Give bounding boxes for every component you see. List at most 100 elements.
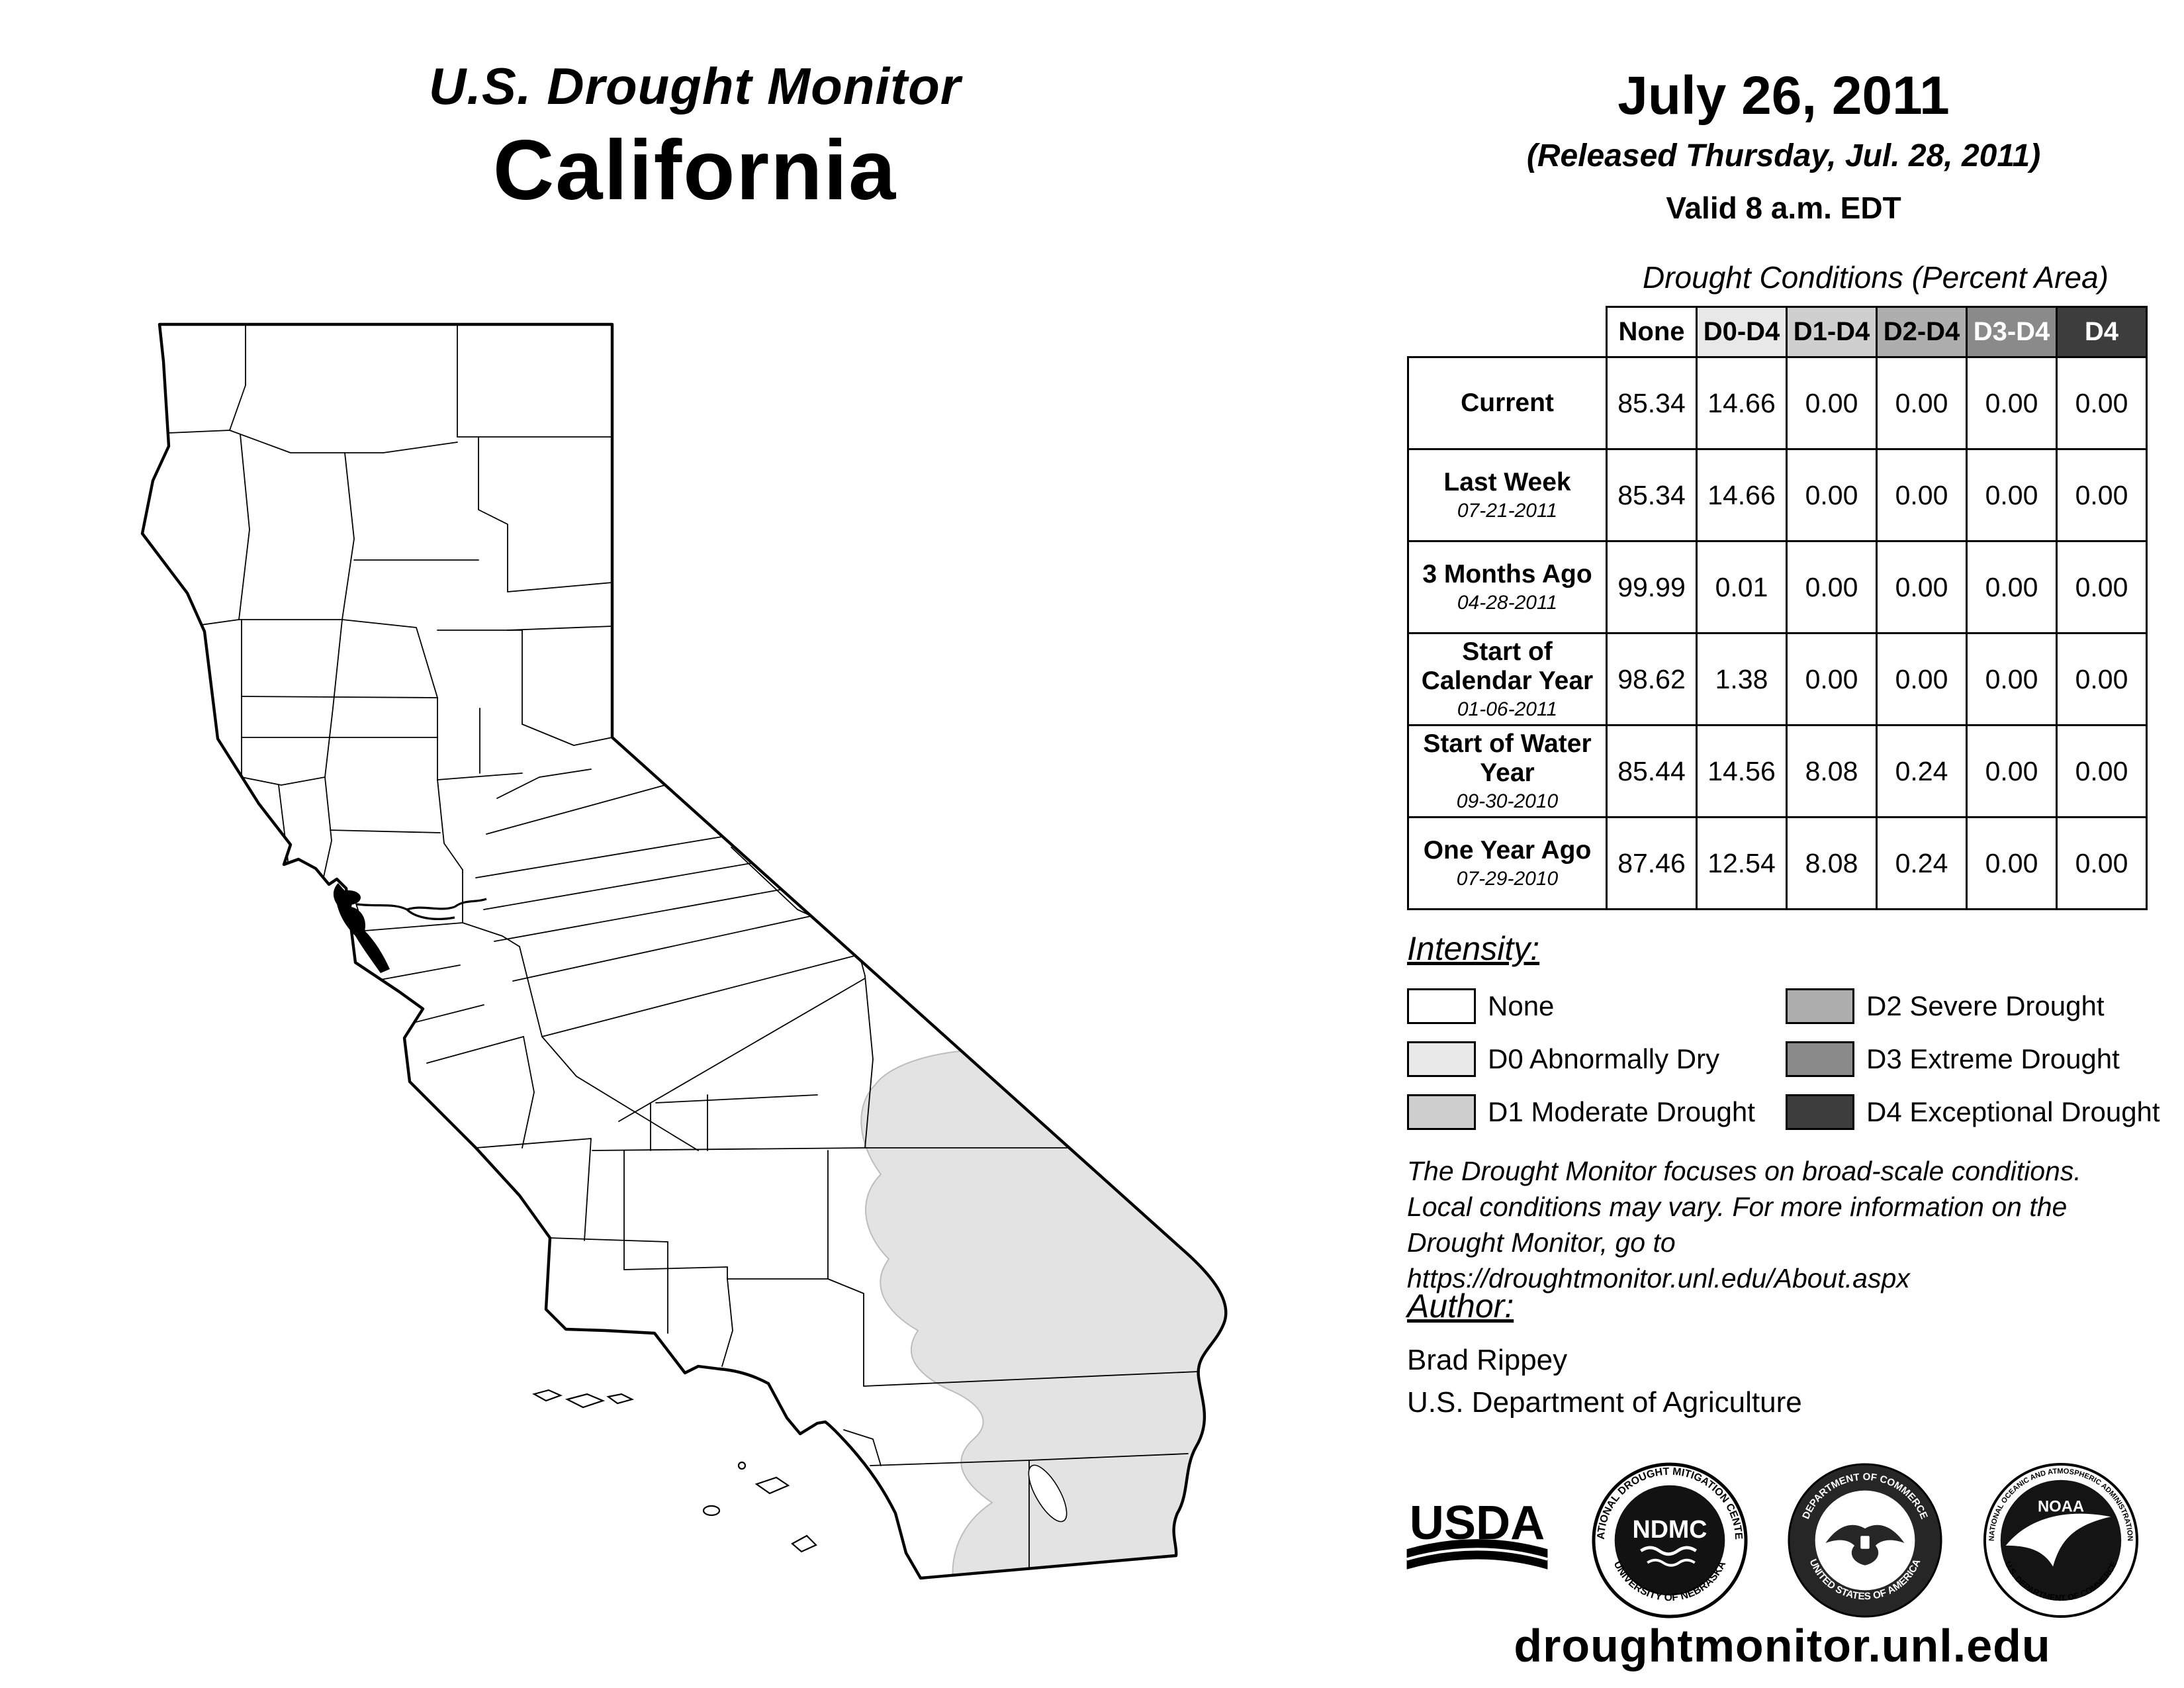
legend-item-d1: D1 Moderate Drought bbox=[1407, 1086, 1786, 1139]
value-cell: 0.00 bbox=[2056, 632, 2148, 726]
value-cell: 0.00 bbox=[1966, 632, 2058, 726]
col-header-d3-d4: D3-D4 bbox=[1966, 306, 2058, 358]
map-date: July 26, 2011 bbox=[1617, 66, 1950, 126]
value-cell: 0.00 bbox=[1966, 356, 2058, 450]
value-cell: 8.08 bbox=[1786, 816, 1878, 910]
intensity-legend: None D0 Abnormally Dry D1 Moderate Droug… bbox=[1407, 980, 2165, 1139]
col-header-d2-d4: D2-D4 bbox=[1876, 306, 1968, 358]
legend-swatch-d1 bbox=[1407, 1094, 1476, 1130]
intensity-heading: Intensity: bbox=[1407, 930, 1540, 967]
legend-item-d3: D3 Extreme Drought bbox=[1786, 1033, 2164, 1086]
value-cell: 0.00 bbox=[1966, 816, 2058, 910]
value-cell: 0.00 bbox=[1966, 724, 2058, 818]
legend-item-d0: D0 Abnormally Dry bbox=[1407, 1033, 1786, 1086]
value-cell: 0.00 bbox=[1786, 540, 1878, 634]
release-date: (Released Thursday, Jul. 28, 2011) bbox=[1526, 138, 2041, 173]
value-cell: 0.00 bbox=[2056, 448, 2148, 542]
table-row-start-water-year: Start of Water Year 09-30-2010 85.44 14.… bbox=[1407, 724, 2148, 818]
author-name: Brad Rippey bbox=[1407, 1344, 1568, 1376]
title-block: U.S. Drought Monitor California bbox=[371, 56, 1019, 219]
row-label: Start of Water Year 09-30-2010 bbox=[1407, 724, 1608, 818]
usda-swoosh bbox=[1406, 1539, 1548, 1570]
legend-swatch-d0 bbox=[1407, 1041, 1476, 1077]
col-header-none: None bbox=[1606, 306, 1698, 358]
california-drought-map bbox=[129, 311, 1254, 1602]
value-cell: 87.46 bbox=[1606, 816, 1698, 910]
svg-text:NOAA: NOAA bbox=[2038, 1497, 2084, 1515]
value-cell: 14.56 bbox=[1696, 724, 1788, 818]
table-caption: Drought Conditions (Percent Area) bbox=[1643, 260, 2109, 295]
legend-item-d2: D2 Severe Drought bbox=[1786, 980, 2164, 1033]
value-cell: 0.00 bbox=[1876, 540, 1968, 634]
report-title: U.S. Drought Monitor bbox=[428, 57, 962, 115]
value-cell: 85.44 bbox=[1606, 724, 1698, 818]
channel-islands bbox=[532, 1389, 817, 1553]
value-cell: 99.99 bbox=[1606, 540, 1698, 634]
delta-channels bbox=[356, 898, 487, 920]
value-cell: 0.00 bbox=[1876, 448, 1968, 542]
value-cell: 0.00 bbox=[1786, 448, 1878, 542]
value-cell: 0.24 bbox=[1876, 724, 1968, 818]
ndmc-logo: NATIONAL DROUGHT MITIGATION CENTER UNIVE… bbox=[1591, 1462, 1748, 1618]
noaa-logo: NATIONAL OCEANIC AND ATMOSPHERIC ADMINIS… bbox=[1983, 1462, 2138, 1618]
value-cell: 0.01 bbox=[1696, 540, 1788, 634]
drought-conditions-table: None D0-D4 D1-D4 D2-D4 D3-D4 D4 Current … bbox=[1407, 306, 2148, 910]
value-cell: 0.00 bbox=[2056, 816, 2148, 910]
usda-logo: USDA bbox=[1406, 1497, 1548, 1570]
legend-swatch-d3 bbox=[1786, 1041, 1854, 1077]
value-cell: 0.24 bbox=[1876, 816, 1968, 910]
table-corner-cell bbox=[1408, 306, 1607, 357]
disclaimer-text: The Drought Monitor focuses on broad-sca… bbox=[1407, 1153, 2184, 1296]
value-cell: 0.00 bbox=[2056, 724, 2148, 818]
value-cell: 0.00 bbox=[1876, 356, 1968, 450]
legend-swatch-none bbox=[1407, 988, 1476, 1024]
author-org: U.S. Department of Agriculture bbox=[1407, 1386, 1802, 1419]
state-name: California bbox=[492, 123, 897, 218]
salton-sea bbox=[1028, 1464, 1068, 1523]
value-cell: 0.00 bbox=[1786, 356, 1878, 450]
col-header-d4: D4 bbox=[2056, 306, 2148, 358]
row-label: Last Week 07-21-2011 bbox=[1407, 448, 1608, 542]
value-cell: 12.54 bbox=[1696, 816, 1788, 910]
row-label: 3 Months Ago 04-28-2011 bbox=[1407, 540, 1608, 634]
table-row-current: Current 85.34 14.66 0.00 0.00 0.00 0.00 bbox=[1407, 356, 2148, 450]
disclaimer-line-3: Drought Monitor, go to https://droughtmo… bbox=[1407, 1227, 1910, 1294]
table-row-3-months-ago: 3 Months Ago 04-28-2011 99.99 0.01 0.00 … bbox=[1407, 540, 2148, 634]
value-cell: 14.66 bbox=[1696, 356, 1788, 450]
author-heading: Author: bbox=[1407, 1288, 1514, 1325]
table-row-start-calendar-year: Start of Calendar Year 01-06-2011 98.62 … bbox=[1407, 632, 2148, 726]
value-cell: 0.00 bbox=[1876, 632, 1968, 726]
date-block: July 26, 2011 (Released Thursday, Jul. 2… bbox=[1403, 65, 2164, 226]
eagle-emblem bbox=[1825, 1524, 1905, 1566]
d0-drought-region bbox=[860, 1049, 1226, 1578]
footer-url: droughtmonitor.unl.edu bbox=[1514, 1620, 2051, 1671]
value-cell: 1.38 bbox=[1696, 632, 1788, 726]
value-cell: 0.00 bbox=[2056, 540, 2148, 634]
value-cell: 8.08 bbox=[1786, 724, 1878, 818]
value-cell: 85.34 bbox=[1606, 356, 1698, 450]
table-row-one-year-ago: One Year Ago 07-29-2010 87.46 12.54 8.08… bbox=[1407, 816, 2148, 910]
row-label: Current bbox=[1407, 356, 1608, 450]
dept-of-commerce-seal: DEPARTMENT OF COMMERCE UNITED STATES OF … bbox=[1788, 1463, 1942, 1618]
author-block: Author: Brad Rippey U.S. Department of A… bbox=[1407, 1287, 1802, 1419]
noaa-seabird bbox=[2005, 1513, 2111, 1567]
value-cell: 0.00 bbox=[1786, 632, 1878, 726]
value-cell: 98.62 bbox=[1606, 632, 1698, 726]
value-cell: 85.34 bbox=[1606, 448, 1698, 542]
agency-logos: USDA NATIONAL DROUGHT MITIGATION CENTER … bbox=[1402, 1462, 2140, 1619]
value-cell: 0.00 bbox=[1966, 448, 2058, 542]
col-header-d0-d4: D0-D4 bbox=[1696, 306, 1788, 358]
valid-time: Valid 8 a.m. EDT bbox=[1666, 191, 1901, 225]
table-header-row: None D0-D4 D1-D4 D2-D4 D3-D4 D4 bbox=[1408, 306, 2148, 358]
row-label: Start of Calendar Year 01-06-2011 bbox=[1407, 632, 1608, 726]
disclaimer-line-1: The Drought Monitor focuses on broad-sca… bbox=[1407, 1156, 2081, 1186]
row-label: One Year Ago 07-29-2010 bbox=[1407, 816, 1608, 910]
disclaimer-line-2: Local conditions may vary. For more info… bbox=[1407, 1192, 2068, 1223]
legend-swatch-d4 bbox=[1786, 1094, 1854, 1130]
legend-item-none: None bbox=[1407, 980, 1786, 1033]
value-cell: 0.00 bbox=[2056, 356, 2148, 450]
state-border bbox=[140, 322, 1228, 1580]
california-map-svg bbox=[140, 322, 1228, 1580]
table-row-last-week: Last Week 07-21-2011 85.34 14.66 0.00 0.… bbox=[1407, 448, 2148, 542]
